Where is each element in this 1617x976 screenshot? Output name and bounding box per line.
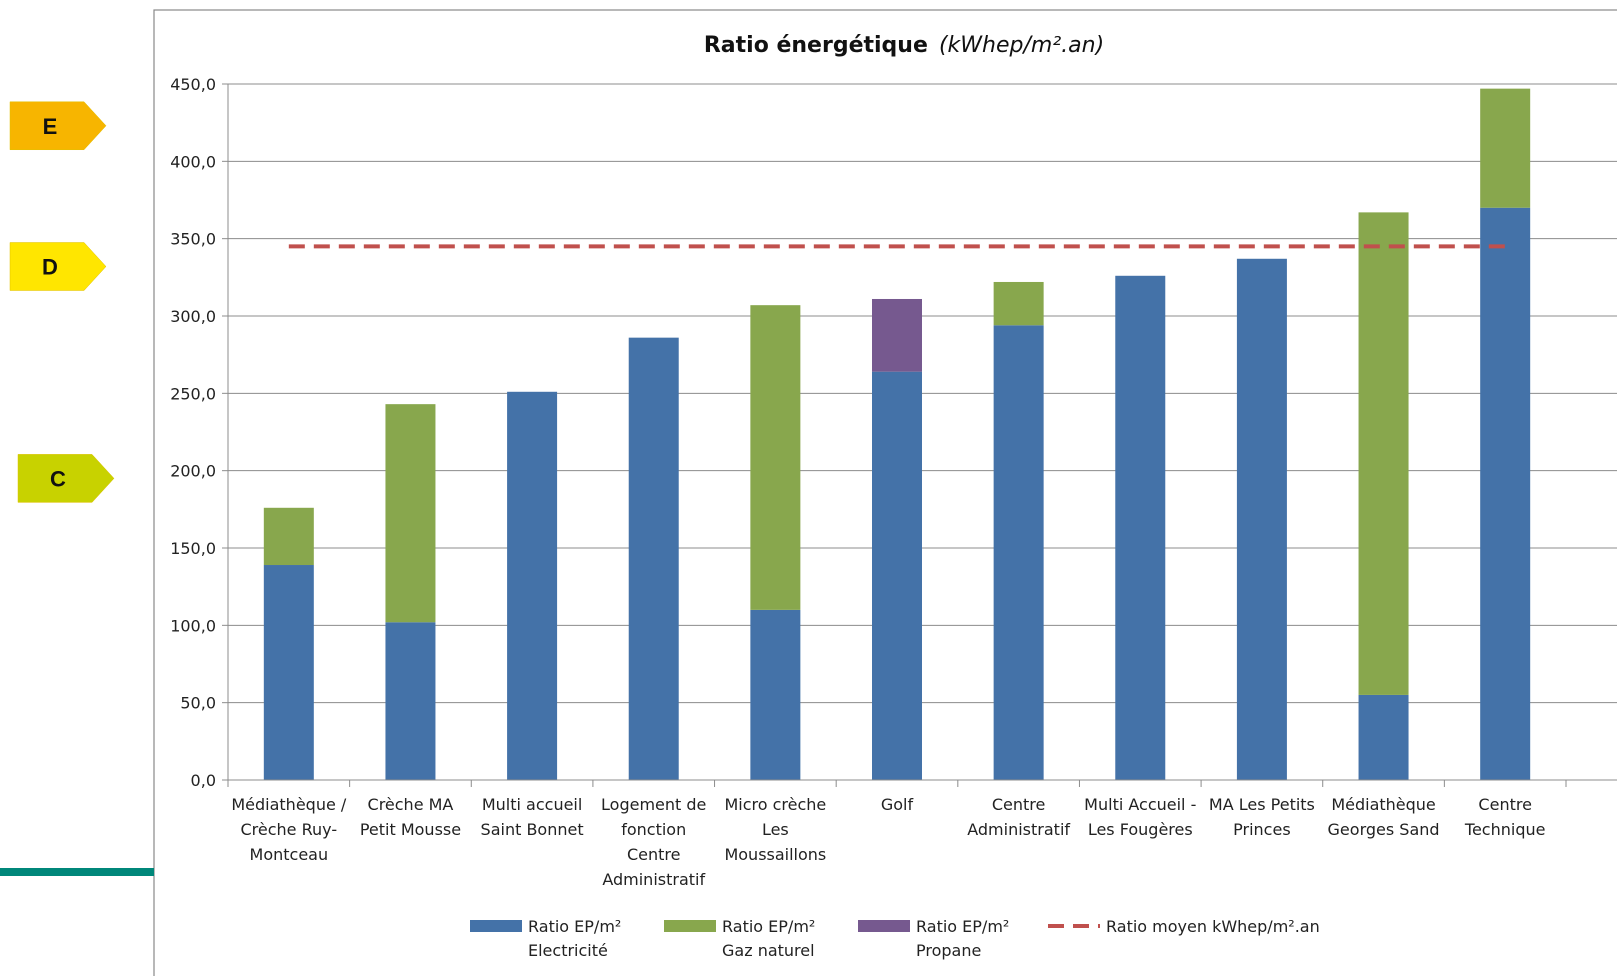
y-tick-label: 400,0 xyxy=(170,152,216,171)
bar-segment-series-1 xyxy=(993,325,1044,780)
energy-class-badge-d xyxy=(9,242,107,291)
category-label: Médiathèque / Crèche Ruy-Montceau xyxy=(231,795,347,864)
y-axis-tick-labels: 0,0 50,0 100,0 150,0 200,0 250,0 300,0 350,0 400… xyxy=(170,75,216,790)
bar-segment-series-2 xyxy=(750,305,801,610)
y-tick-label: 150,0 xyxy=(170,539,216,558)
legend-label: Ratio moyen kWhep/m².an xyxy=(1106,917,1320,936)
bar-segment-series-1 xyxy=(507,391,558,780)
bar-segment-series-2 xyxy=(263,507,314,566)
legend-label: Ratio EP/m² Electricité xyxy=(528,917,621,960)
chart-frame xyxy=(153,9,1617,976)
legend: Ratio EP/m² Electricité Ratio EP/m² Gaz nat… xyxy=(470,917,1320,960)
category-labels: Médiathèque / Crèche Ruy-Montceau Crèche M… xyxy=(231,795,1545,889)
bar-segment-series-2 xyxy=(1480,88,1531,208)
y-tick-label: 250,0 xyxy=(170,384,216,403)
bar-segment-series-2 xyxy=(993,281,1044,326)
bar-segment-series-1 xyxy=(263,565,314,780)
y-tick-label: 0,0 xyxy=(191,771,216,790)
chart-title: Ratio énergétique (kWhep/m².an) xyxy=(704,33,1104,58)
category-label: Logement de fonction Centre Administratif xyxy=(601,795,706,889)
y-tick-label: 200,0 xyxy=(170,462,216,481)
bar-segment-series-1 xyxy=(1358,694,1409,780)
y-tick-label: 300,0 xyxy=(170,307,216,326)
energy-class-badges: E D C xyxy=(9,101,115,503)
category-label: Golf xyxy=(881,795,914,814)
category-label: Médiathèque Georges Sand xyxy=(1328,795,1440,839)
bar-segment-series-3 xyxy=(872,298,922,372)
category-label: Crèche MA Petit Mousse xyxy=(360,795,461,839)
category-label: Multi accueil Saint Bonnet xyxy=(481,795,584,839)
bar-segment-series-1 xyxy=(385,622,436,780)
category-label: Centre Administratif xyxy=(967,795,1070,839)
y-tick-label: 350,0 xyxy=(170,230,216,249)
chart-title-main: Ratio énergétique xyxy=(704,33,928,58)
legend-swatch xyxy=(858,920,910,932)
bars xyxy=(263,88,1531,781)
bar-segment-series-1 xyxy=(750,609,801,780)
axes xyxy=(227,84,1617,787)
bar-segment-series-1 xyxy=(1115,275,1166,780)
legend-label: Ratio EP/m² Gaz naturel xyxy=(722,917,815,960)
bar-segment-series-1 xyxy=(1236,258,1287,781)
category-label: Centre Technique xyxy=(1464,795,1546,839)
legend-swatch xyxy=(664,920,716,932)
bar-segment-series-1 xyxy=(872,371,922,780)
accent-bar xyxy=(0,868,154,876)
bar-segment-series-2 xyxy=(1358,212,1409,695)
category-label: MA Les Petits Princes xyxy=(1209,795,1315,839)
category-label: Multi Accueil -Les Fougères xyxy=(1084,795,1196,839)
chart-title-unit: (kWhep/m².an) xyxy=(939,33,1104,58)
y-tick-label: 450,0 xyxy=(170,75,216,94)
bar-segment-series-1 xyxy=(1480,207,1531,780)
y-tick-label: 50,0 xyxy=(180,694,216,713)
energy-class-label: E xyxy=(43,114,58,139)
energy-class-label: C xyxy=(50,466,66,491)
bar-segment-series-2 xyxy=(385,404,436,623)
category-label: Micro crèche Les Moussaillons xyxy=(724,795,826,864)
y-tick-label: 100,0 xyxy=(170,616,216,635)
energy-class-badge-e xyxy=(9,101,107,151)
energy-class-badge-c xyxy=(17,454,115,503)
legend-swatch xyxy=(470,920,522,932)
legend-label: Ratio EP/m² Propane xyxy=(916,917,1009,960)
bar-segment-series-1 xyxy=(628,337,679,780)
energy-class-label: D xyxy=(42,255,58,280)
